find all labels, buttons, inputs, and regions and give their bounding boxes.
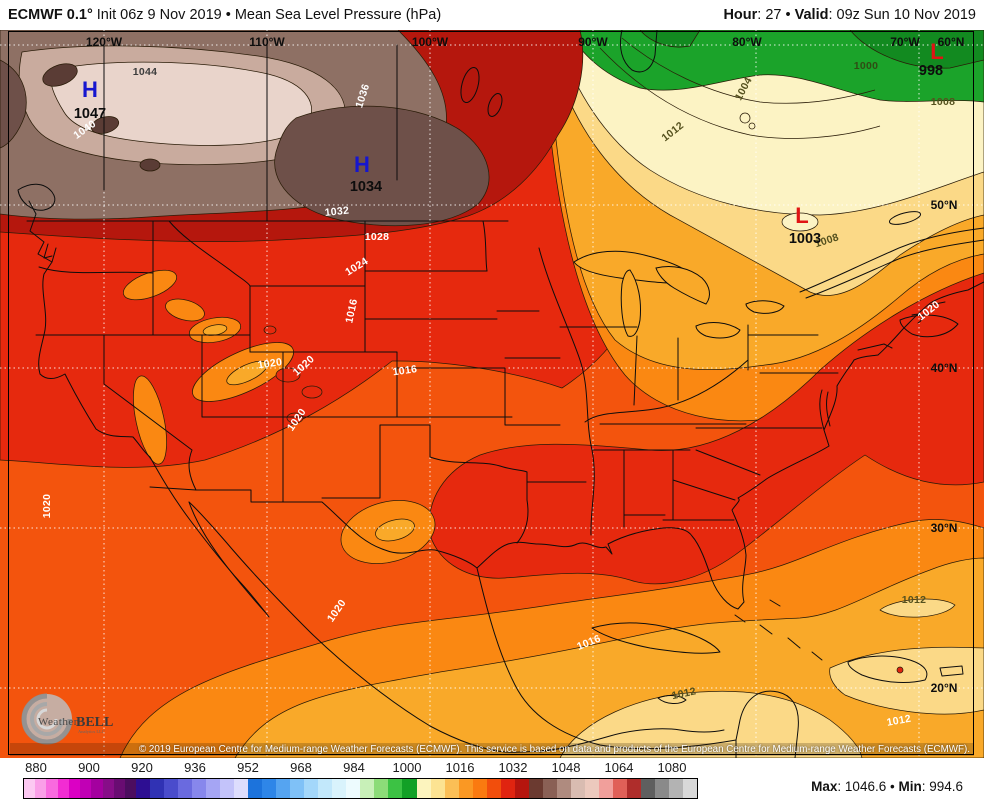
valid-value: : 09z Sun 10 Nov 2019 bbox=[828, 7, 976, 23]
colorbar-cell bbox=[626, 779, 641, 798]
colorbar-cell bbox=[332, 779, 347, 798]
colorbar-cell bbox=[514, 779, 529, 798]
max-min-readout: Max: 1046.6 • Min: 994.6 bbox=[811, 779, 963, 794]
hour-value: : 27 • bbox=[757, 7, 795, 23]
colorbar-cell bbox=[262, 779, 277, 798]
logo-swirl bbox=[22, 694, 72, 744]
colorbar-tick: 936 bbox=[184, 760, 206, 775]
weatherbell-logo: Weather BELL Analytics LLC bbox=[21, 693, 113, 745]
colorbar-tick: 1080 bbox=[657, 760, 687, 775]
extra-isobars bbox=[599, 37, 881, 139]
logo-word-bell: BELL bbox=[76, 715, 113, 730]
colorbar-cell bbox=[68, 779, 81, 798]
colorbar-cell bbox=[220, 779, 235, 798]
colorbar-cell bbox=[486, 779, 501, 798]
colorbar-cell bbox=[178, 779, 193, 798]
copyright-text: © 2019 European Centre for Medium-range … bbox=[138, 744, 970, 755]
colorbar-cell bbox=[102, 779, 114, 798]
colorbar-cell bbox=[248, 779, 263, 798]
colorbar-cell bbox=[113, 779, 125, 798]
colorbar-tick: 968 bbox=[290, 760, 312, 775]
colorbar-cell bbox=[416, 779, 431, 798]
colorbar-cell bbox=[234, 779, 249, 798]
colorbar-cell bbox=[80, 779, 92, 798]
colorbar-cell bbox=[136, 779, 151, 798]
colorbar-cell bbox=[346, 779, 361, 798]
colorbar-cell bbox=[57, 779, 69, 798]
colorbar-cell bbox=[640, 779, 655, 798]
colorbar bbox=[23, 778, 698, 799]
map-title: ECMWF 0.1° Init 06z 9 Nov 2019 • Mean Se… bbox=[8, 7, 441, 23]
max-label: Max bbox=[811, 779, 838, 794]
geography-lines bbox=[17, 30, 984, 758]
colorbar-tick: 1032 bbox=[498, 760, 528, 775]
colorbar-cell bbox=[91, 779, 103, 798]
colorbar-cell bbox=[46, 779, 58, 798]
colorbar-cell bbox=[654, 779, 669, 798]
colorbar-cell bbox=[192, 779, 207, 798]
colorbar-tick: 1064 bbox=[604, 760, 634, 775]
colorbar-cell bbox=[35, 779, 47, 798]
colorbar-cell bbox=[374, 779, 389, 798]
colorbar-cell bbox=[124, 779, 137, 798]
colorbar-cell bbox=[668, 779, 683, 798]
isobar-fills bbox=[0, 30, 984, 758]
init-and-field: Init 06z 9 Nov 2019 • Mean Sea Level Pre… bbox=[92, 7, 442, 23]
colorbar-cell bbox=[164, 779, 179, 798]
colorbar-tick: 952 bbox=[237, 760, 259, 775]
header-bar: ECMWF 0.1° Init 06z 9 Nov 2019 • Mean Se… bbox=[0, 0, 984, 30]
pressure-map: Weather BELL Analytics LLC 120°W 110°W 100… bbox=[0, 30, 984, 758]
great-lakes bbox=[573, 250, 785, 339]
model-name: ECMWF 0.1° bbox=[8, 7, 93, 23]
colorbar-cell bbox=[360, 779, 375, 798]
legend-strip: 880 900 920 936 952 968 984 1000 1016 1032 1048 106… bbox=[0, 758, 984, 808]
colorbar-cell bbox=[556, 779, 571, 798]
valid-label: Valid bbox=[794, 7, 829, 23]
colorbar-cell bbox=[584, 779, 599, 798]
colorbar-cell bbox=[304, 779, 319, 798]
colorbar-tick: 880 bbox=[25, 760, 47, 775]
colorbar-cell bbox=[500, 779, 515, 798]
colorbar-tick: 1000 bbox=[392, 760, 422, 775]
logo-sub: Analytics LLC bbox=[78, 729, 105, 734]
colorbar-cell bbox=[290, 779, 305, 798]
logo-word-weather: Weather bbox=[38, 716, 78, 728]
colorbar-cell bbox=[472, 779, 487, 798]
colorbar-cell bbox=[24, 779, 36, 798]
valid-time: Hour: 27 • Valid: 09z Sun 10 Nov 2019 bbox=[723, 7, 976, 23]
colorbar-cell bbox=[430, 779, 445, 798]
colorbar-cell bbox=[388, 779, 403, 798]
colorbar-cell bbox=[542, 779, 557, 798]
colorbar-tick: 900 bbox=[78, 760, 100, 775]
colorbar-cell bbox=[206, 779, 221, 798]
min-value: : 994.6 bbox=[921, 779, 963, 794]
colorbar-cell bbox=[458, 779, 473, 798]
pressure-map-canvas: Weather BELL Analytics LLC bbox=[0, 30, 984, 758]
hour-label: Hour bbox=[723, 7, 758, 23]
colorbar-cell bbox=[528, 779, 543, 798]
colorbar-cell bbox=[570, 779, 585, 798]
colorbar-tick: 1016 bbox=[445, 760, 475, 775]
colorbar-cell bbox=[276, 779, 291, 798]
colorbar-tick: 1048 bbox=[551, 760, 581, 775]
colorbar-cell bbox=[150, 779, 165, 798]
min-label: Min bbox=[898, 779, 922, 794]
colorbar-tick: 920 bbox=[131, 760, 153, 775]
max-value: : 1046.6 • bbox=[837, 779, 899, 794]
colorbar-cell bbox=[682, 779, 697, 798]
colorbar-cell bbox=[402, 779, 417, 798]
colorbar-cell bbox=[444, 779, 459, 798]
colorbar-tick: 984 bbox=[343, 760, 365, 775]
colorbar-cell bbox=[598, 779, 613, 798]
copyright-bar: © 2019 European Centre for Medium-range … bbox=[10, 743, 974, 756]
tick-row: 880 900 920 936 952 968 984 1000 1016 1032 1048 106… bbox=[23, 760, 723, 776]
colorbar-cell bbox=[318, 779, 333, 798]
colorbar-cell bbox=[612, 779, 627, 798]
